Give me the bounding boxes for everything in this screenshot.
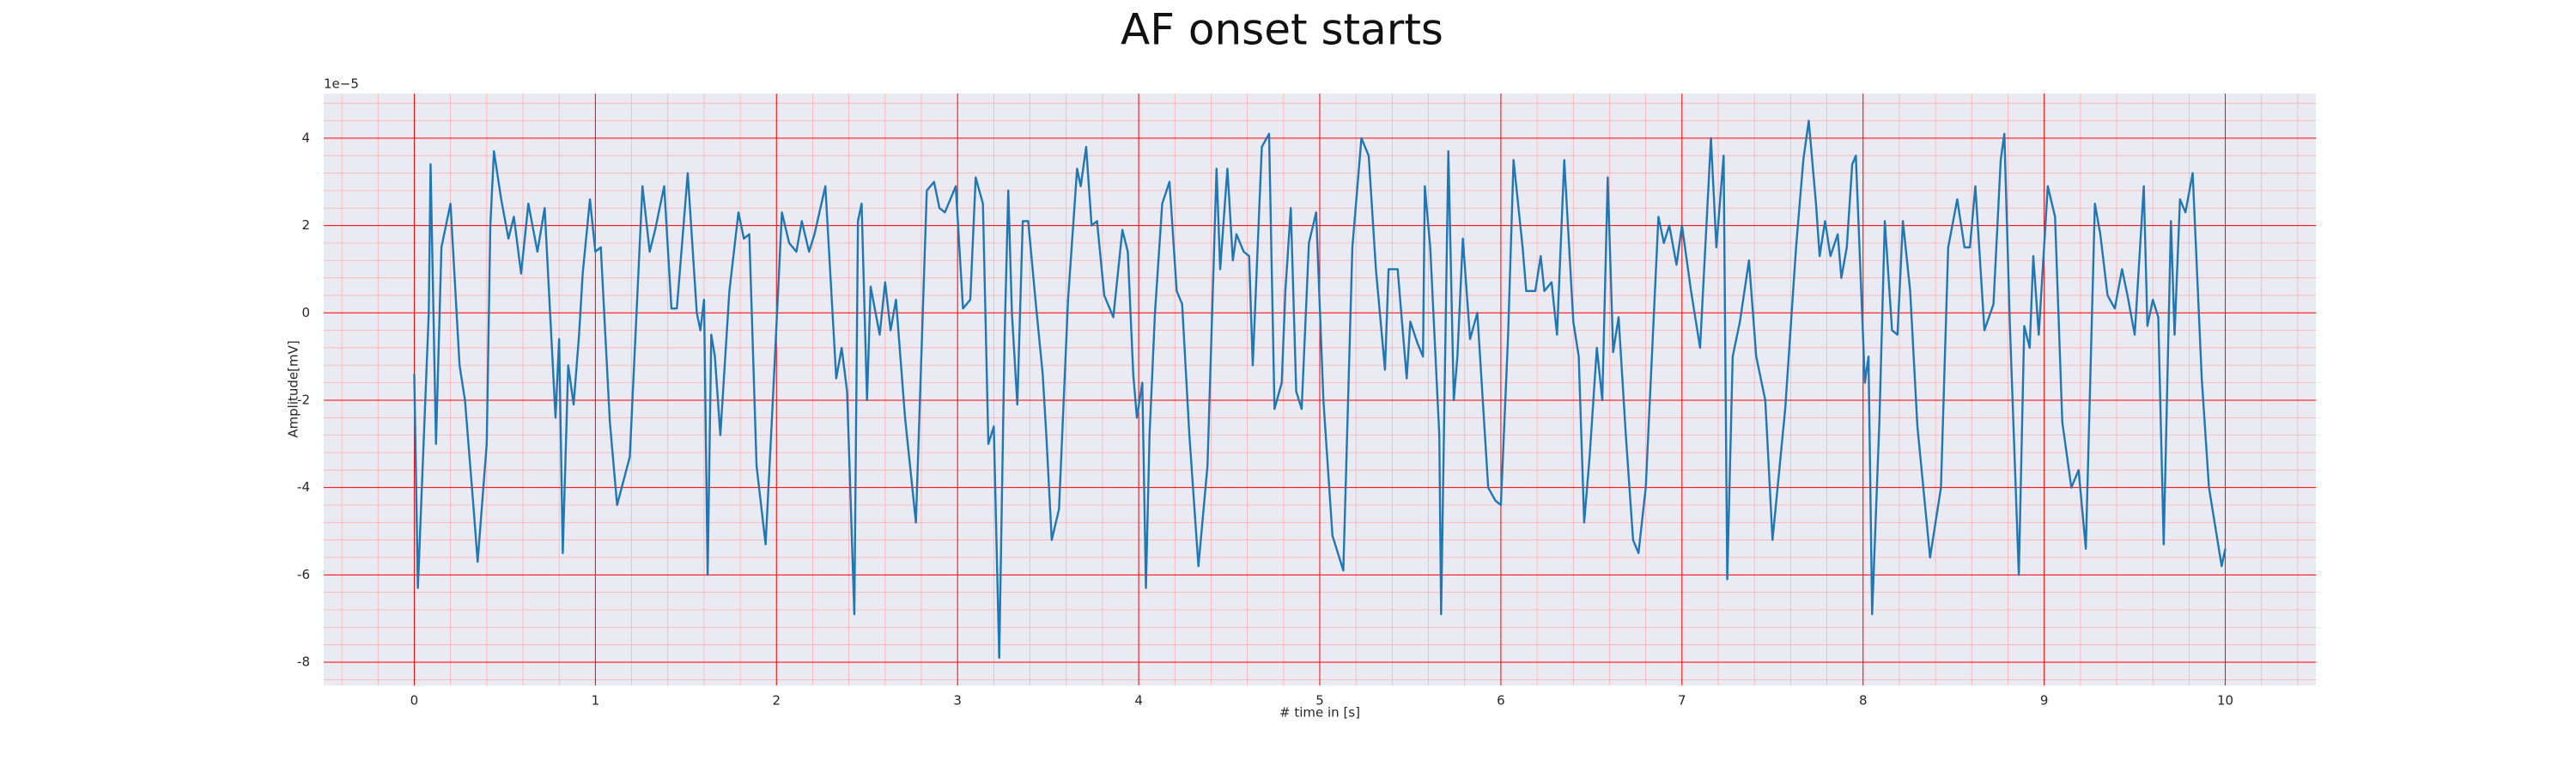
x-tick-label: 2 (772, 693, 781, 709)
x-tick-label: 8 (1859, 693, 1868, 709)
y-tick-label: 0 (301, 305, 310, 320)
y-tick-label: -4 (297, 479, 310, 495)
x-tick-label: 9 (2040, 693, 2049, 709)
x-tick-label: 5 (1315, 693, 1324, 709)
x-axis-label: # time in [s] (1279, 705, 1360, 721)
x-tick-label: 0 (410, 693, 419, 709)
chart-title: AF onset starts (1121, 5, 1443, 55)
y-tick-label: -2 (297, 392, 310, 407)
y-tick-label: 4 (301, 130, 310, 145)
y-axis-label: Amplitude[mV] (286, 340, 301, 437)
y-tick-label: -8 (297, 654, 310, 670)
x-tick-label: 3 (953, 693, 962, 709)
y-offset-label: 1e−5 (324, 76, 359, 92)
x-tick-label: 6 (1497, 693, 1505, 709)
x-tick-label: 4 (1134, 693, 1143, 709)
y-tick-label: -6 (297, 567, 310, 582)
x-tick-label: 1 (592, 693, 600, 709)
x-tick-label: 7 (1678, 693, 1686, 709)
x-tick-label: 10 (2217, 693, 2233, 709)
y-tick-label: 2 (301, 217, 310, 233)
line-series (413, 119, 2227, 660)
